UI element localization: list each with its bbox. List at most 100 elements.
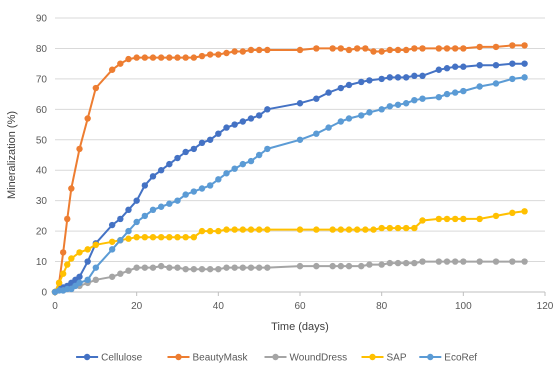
data-point-cellulose xyxy=(476,61,483,69)
data-point-cellulose xyxy=(174,154,181,162)
data-point-beautymask xyxy=(460,45,467,52)
x-tick-label: 0 xyxy=(52,301,58,312)
data-point-sap xyxy=(174,234,181,241)
data-point-wounddress xyxy=(476,258,483,265)
data-point-wounddress xyxy=(460,258,467,265)
data-point-sap xyxy=(84,246,91,253)
data-point-wounddress xyxy=(108,273,116,280)
data-point-sap xyxy=(313,226,320,233)
data-point-wounddress xyxy=(190,265,198,273)
data-point-beautymask xyxy=(64,215,71,223)
data-point-ecoref xyxy=(125,227,132,235)
data-point-wounddress xyxy=(509,258,516,265)
data-point-sap xyxy=(92,241,100,249)
data-point-sap xyxy=(370,226,377,233)
data-point-ecoref xyxy=(166,200,173,207)
data-point-ecoref xyxy=(435,93,443,101)
data-point-cellulose xyxy=(125,206,132,213)
data-point-beautymask xyxy=(117,60,124,67)
data-point-sap xyxy=(64,261,71,268)
data-point-beautymask xyxy=(378,48,385,55)
data-point-beautymask xyxy=(435,45,443,52)
series-cellulose xyxy=(51,60,528,296)
data-point-wounddress xyxy=(125,267,132,274)
data-point-cellulose xyxy=(190,145,198,153)
data-point-ecoref xyxy=(509,75,516,83)
data-point-beautymask xyxy=(125,55,132,63)
data-point-sap xyxy=(419,217,426,224)
legend-label: WoundDress xyxy=(290,353,348,364)
data-point-cellulose xyxy=(386,74,394,81)
data-point-wounddress xyxy=(239,264,247,271)
data-point-wounddress xyxy=(174,264,181,271)
data-point-beautymask xyxy=(141,54,149,61)
data-point-beautymask xyxy=(362,45,369,52)
data-point-sap xyxy=(141,234,149,241)
data-point-sap xyxy=(157,234,165,241)
data-point-beautymask xyxy=(59,249,67,256)
data-point-ecoref xyxy=(108,246,116,253)
data-point-wounddress xyxy=(378,261,385,268)
data-point-wounddress xyxy=(313,262,320,270)
data-point-wounddress xyxy=(264,264,271,271)
legend-label: Cellulose xyxy=(101,353,143,364)
data-point-beautymask xyxy=(386,46,394,54)
data-point-cellulose xyxy=(509,60,516,67)
x-tick-label: 100 xyxy=(455,301,472,312)
data-point-sap xyxy=(394,224,402,232)
series-sap xyxy=(51,208,528,296)
data-point-wounddress xyxy=(206,265,214,273)
data-point-ecoref xyxy=(141,212,149,220)
data-point-wounddress xyxy=(182,265,189,273)
data-point-wounddress xyxy=(394,259,402,267)
data-point-cellulose xyxy=(247,115,255,122)
data-point-sap xyxy=(166,234,173,241)
data-point-ecoref xyxy=(231,165,238,172)
data-point-ecoref xyxy=(215,176,222,183)
data-point-cellulose xyxy=(239,118,247,125)
data-point-sap xyxy=(460,215,467,223)
data-point-ecoref xyxy=(476,83,483,90)
data-point-wounddress xyxy=(411,259,418,267)
x-tick-label: 120 xyxy=(537,301,554,312)
data-point-ecoref xyxy=(325,124,332,131)
y-tick-label: 80 xyxy=(36,44,48,55)
data-point-beautymask xyxy=(190,54,198,61)
data-point-wounddress xyxy=(133,264,140,271)
x-tick-label: 80 xyxy=(376,301,388,312)
data-point-wounddress xyxy=(329,262,336,270)
data-point-sap xyxy=(435,215,443,223)
data-point-ecoref xyxy=(386,103,394,110)
y-tick-label: 40 xyxy=(36,166,48,177)
data-point-beautymask xyxy=(84,115,91,122)
data-point-beautymask xyxy=(68,185,75,192)
data-point-beautymask xyxy=(223,49,230,57)
data-point-beautymask xyxy=(402,46,410,54)
data-point-beautymask xyxy=(329,45,336,52)
data-point-wounddress xyxy=(345,262,353,270)
data-point-cellulose xyxy=(296,100,304,107)
data-point-ecoref xyxy=(411,97,418,104)
data-point-ecoref xyxy=(76,279,83,287)
data-point-ecoref xyxy=(239,160,247,168)
data-point-ecoref xyxy=(149,206,157,213)
y-tick-label: 60 xyxy=(36,105,48,116)
data-point-wounddress xyxy=(141,264,149,271)
x-tick-label: 40 xyxy=(213,301,225,312)
data-point-sap xyxy=(476,215,483,223)
data-point-beautymask xyxy=(198,52,206,60)
data-point-cellulose xyxy=(149,173,157,180)
y-axis-title: Mineralization (%) xyxy=(6,111,18,199)
data-point-sap xyxy=(402,224,410,232)
data-point-ecoref xyxy=(394,101,402,108)
data-point-wounddress xyxy=(149,264,157,271)
data-point-wounddress xyxy=(443,258,451,265)
data-point-wounddress xyxy=(215,265,222,273)
data-point-beautymask xyxy=(337,45,345,52)
data-point-sap xyxy=(190,234,198,241)
data-point-ecoref xyxy=(84,276,91,284)
data-point-wounddress xyxy=(247,264,255,271)
data-point-sap xyxy=(247,226,255,233)
data-point-beautymask xyxy=(353,45,361,52)
